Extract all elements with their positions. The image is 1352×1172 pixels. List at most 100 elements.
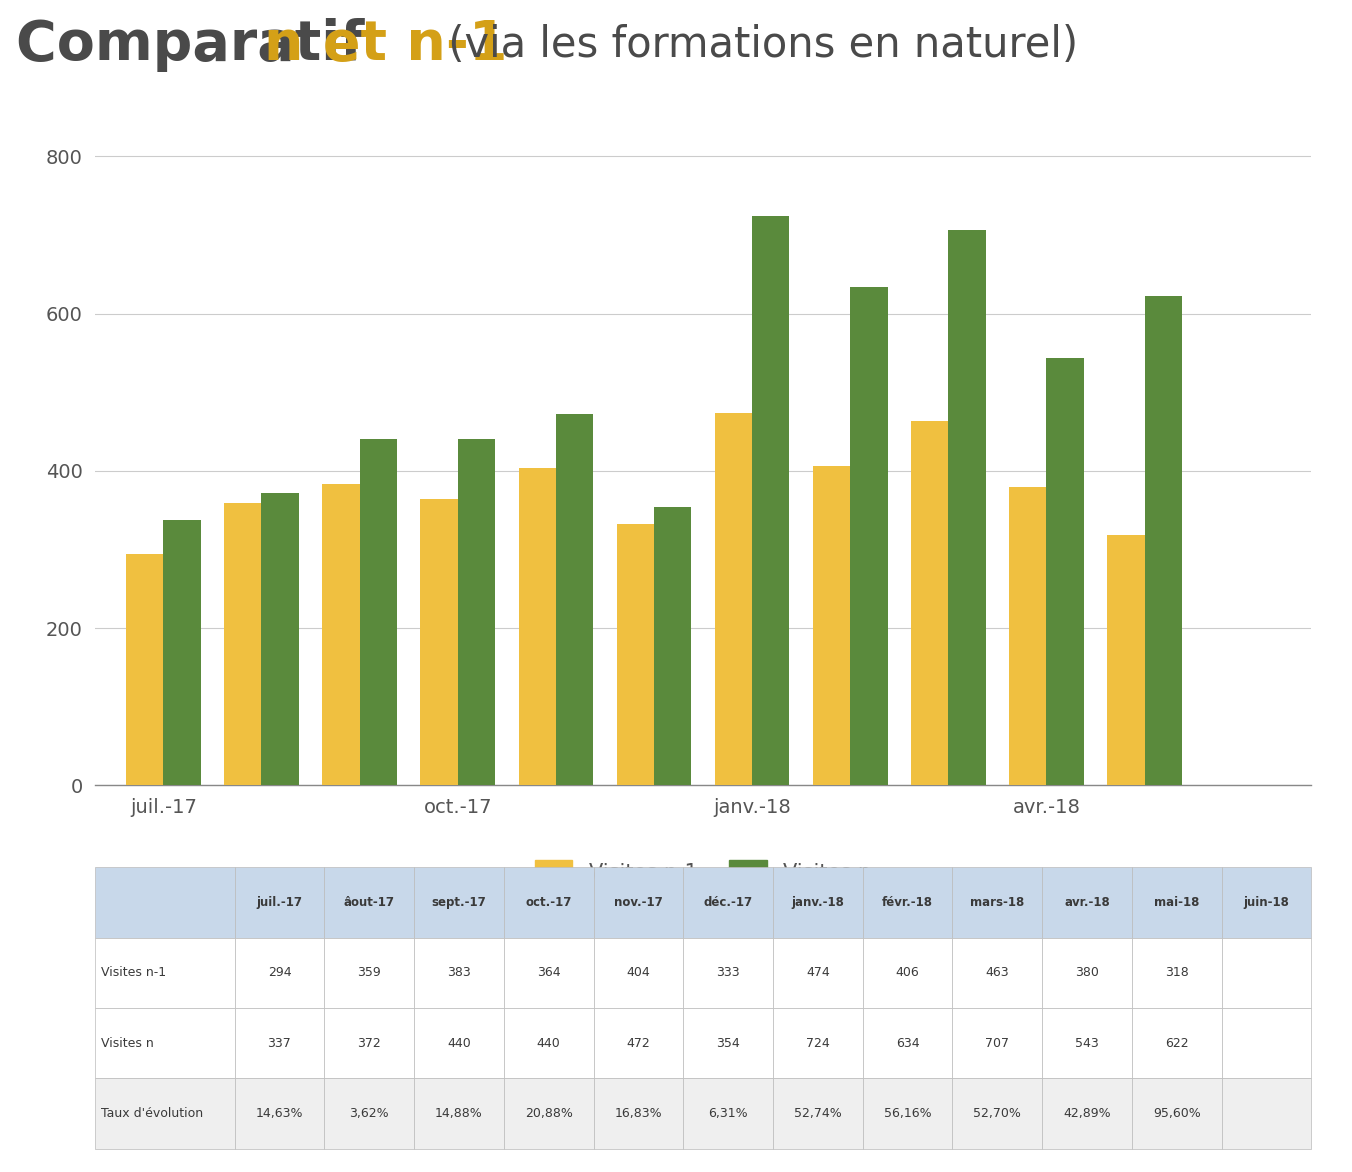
Bar [1222,1008,1311,1078]
Bar [813,466,850,785]
Bar [95,1078,235,1149]
Bar [1046,359,1084,785]
Bar [1132,1078,1222,1149]
Text: 380: 380 [1075,966,1099,980]
Text: avr.-18: avr.-18 [1064,895,1110,909]
Text: janv.-18: janv.-18 [791,895,844,909]
Text: n et n-1: n et n-1 [264,18,507,73]
Text: Comparatif: Comparatif [16,18,384,73]
Bar [324,1078,414,1149]
Bar [324,867,414,938]
Text: 707: 707 [986,1036,1010,1050]
Text: sept.-17: sept.-17 [431,895,487,909]
Text: 294: 294 [268,966,291,980]
Text: âout-17: âout-17 [343,895,395,909]
Bar [863,938,952,1008]
Text: 463: 463 [986,966,1009,980]
Bar [1222,938,1311,1008]
Bar [1107,536,1145,785]
Bar [752,216,790,785]
Bar [1132,1008,1222,1078]
Bar [1222,867,1311,938]
Bar [948,230,986,785]
Bar [683,938,773,1008]
Bar [952,867,1042,938]
Bar [360,440,397,785]
Bar [863,867,952,938]
Text: 52,74%: 52,74% [794,1106,842,1120]
Bar [773,867,863,938]
Bar [458,440,495,785]
Text: 6,31%: 6,31% [708,1106,748,1120]
Bar [863,1008,952,1078]
Bar [952,938,1042,1008]
Text: 318: 318 [1165,966,1188,980]
Bar [322,484,360,785]
Text: 440: 440 [537,1036,561,1050]
Bar [414,938,504,1008]
Bar [519,468,556,785]
Text: mars-18: mars-18 [971,895,1025,909]
Bar [952,1078,1042,1149]
Bar [1132,938,1222,1008]
Bar [95,867,235,938]
Text: Visites n-1: Visites n-1 [101,966,166,980]
Text: juil.-17: juil.-17 [257,895,303,909]
Bar [1009,486,1046,785]
Text: 724: 724 [806,1036,830,1050]
Bar [1042,867,1132,938]
Text: 333: 333 [717,966,740,980]
Text: déc.-17: déc.-17 [703,895,753,909]
Bar [715,413,752,785]
Text: 406: 406 [896,966,919,980]
Bar [504,1008,594,1078]
Text: 474: 474 [806,966,830,980]
Text: févr.-18: févr.-18 [882,895,933,909]
Text: 404: 404 [626,966,650,980]
Bar [863,1078,952,1149]
Bar [414,1008,504,1078]
Bar [235,1008,324,1078]
Text: 543: 543 [1075,1036,1099,1050]
Text: Visites n: Visites n [101,1036,154,1050]
Bar [617,524,654,785]
Bar [1132,867,1222,938]
Bar [235,1078,324,1149]
Text: 3,62%: 3,62% [349,1106,389,1120]
Bar [556,414,594,785]
Bar [1145,297,1182,785]
Bar [504,938,594,1008]
Text: 359: 359 [357,966,381,980]
Bar [683,1008,773,1078]
Bar [224,503,261,785]
Text: 354: 354 [717,1036,740,1050]
Text: 337: 337 [268,1036,291,1050]
Bar [1222,1078,1311,1149]
Text: 95,60%: 95,60% [1153,1106,1201,1120]
Bar [414,867,504,938]
Bar [683,1078,773,1149]
Bar [952,1008,1042,1078]
Text: mai-18: mai-18 [1155,895,1199,909]
Text: 16,83%: 16,83% [615,1106,662,1120]
Text: 383: 383 [448,966,470,980]
Bar [911,422,948,785]
Bar [654,507,691,785]
Bar [261,493,299,785]
Bar [850,287,887,785]
Bar [95,1008,235,1078]
Text: 20,88%: 20,88% [525,1106,573,1120]
Bar [324,1008,414,1078]
Text: juin-18: juin-18 [1244,895,1290,909]
Bar [504,867,594,938]
Bar [1042,1078,1132,1149]
Bar [126,554,164,785]
Bar [594,1008,683,1078]
Bar [773,1008,863,1078]
Text: 364: 364 [537,966,561,980]
Bar [235,867,324,938]
Text: 634: 634 [896,1036,919,1050]
Text: 42,89%: 42,89% [1063,1106,1111,1120]
Bar [164,520,200,785]
Bar [235,938,324,1008]
